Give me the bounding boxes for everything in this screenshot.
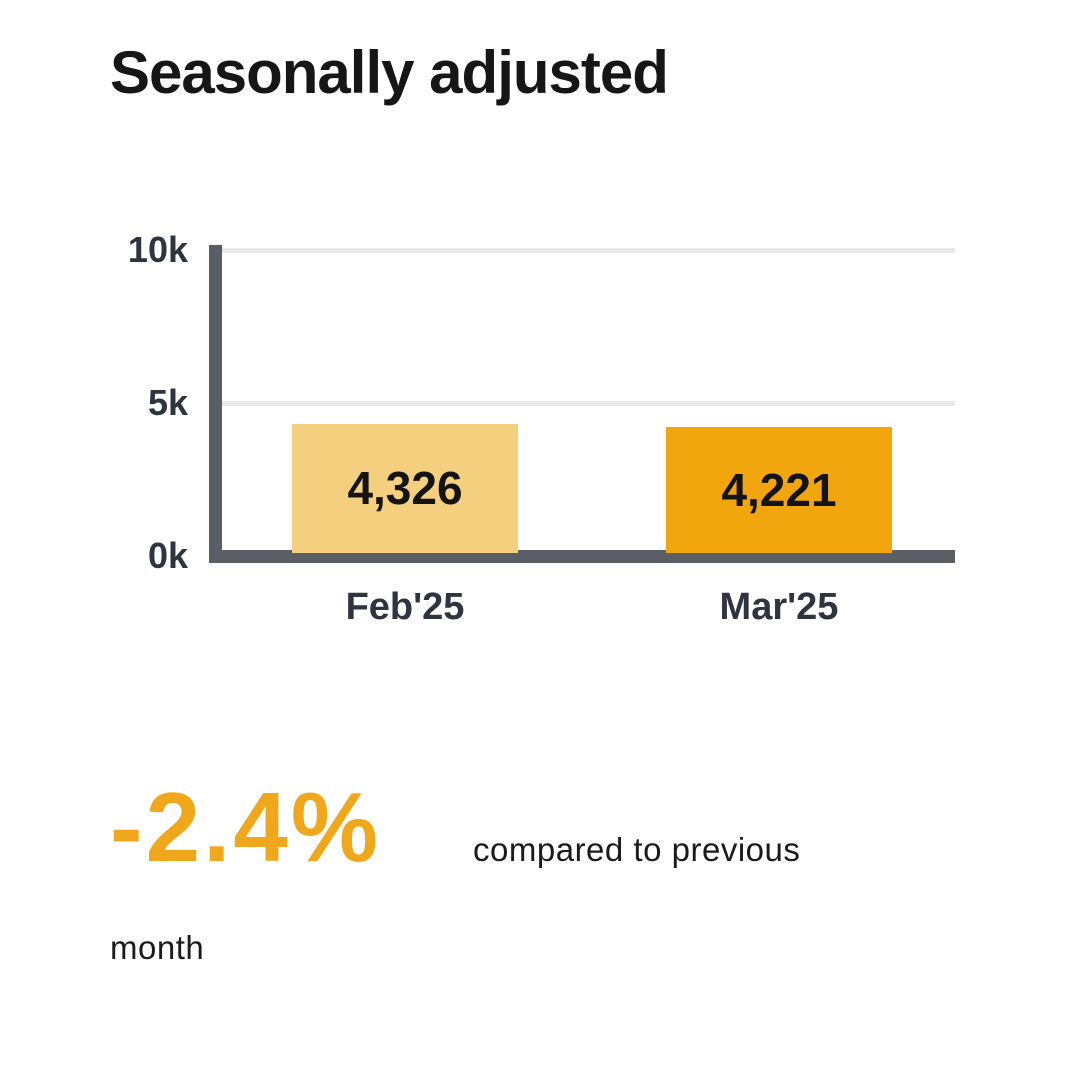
page-title: Seasonally adjusted — [110, 39, 669, 106]
x-tick-label-Mar'25: Mar'25 — [719, 586, 839, 628]
percent-change-value: -2.4% — [110, 772, 382, 882]
x-tick-label-Feb'25: Feb'25 — [345, 586, 465, 628]
bar-value-label: 4,326 — [347, 462, 463, 515]
y-tick-label-0k: 0k — [147, 535, 188, 576]
gridline-10000 — [222, 247, 955, 253]
y-tick-label-5k: 5k — [147, 382, 188, 423]
summary: -2.4% compared to previous month — [110, 778, 950, 968]
summary-text-line2: month — [110, 929, 205, 966]
x-axis — [209, 550, 955, 563]
bar-value-label: 4,221 — [721, 463, 837, 516]
summary-line1: -2.4% compared to previous — [110, 778, 950, 876]
y-axis — [209, 245, 222, 563]
summary-text-line1: compared to previous — [473, 831, 801, 868]
gridline-5000 — [222, 400, 955, 406]
y-tick-label-10k: 10k — [127, 229, 188, 270]
bar-Mar'25 — [666, 426, 892, 553]
bar-Feb'25 — [292, 423, 518, 553]
